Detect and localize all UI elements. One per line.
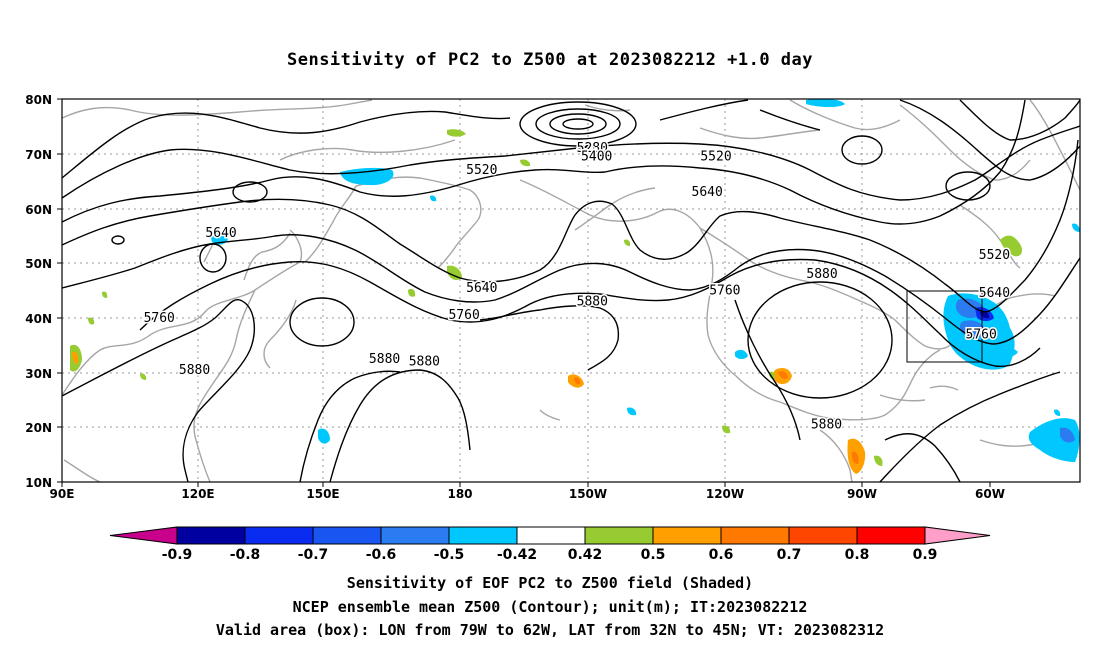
colorbar-swatch [516, 526, 586, 545]
colorbar-label: 0.8 [845, 547, 870, 563]
lon-label: 150W [569, 487, 607, 501]
latitude-labels: 80N 70N 60N 50N 40N 30N 20N 10N [25, 93, 52, 490]
contour-label: 5760 [709, 284, 740, 299]
valid-area-box [906, 290, 983, 363]
lon-label: 120W [706, 487, 744, 501]
contour-label: 5520 [700, 149, 731, 164]
grid-lines [62, 99, 1080, 482]
contour-label: 5880 [577, 294, 608, 309]
colorbar-swatch [856, 526, 926, 545]
contour-label: 5520 [979, 248, 1010, 263]
contour-label: 5640 [692, 185, 723, 200]
lon-label: 120E [181, 487, 214, 501]
colorbar-swatch [448, 526, 518, 545]
map-frame [61, 98, 1081, 483]
colorbar-label: -0.42 [497, 547, 537, 563]
colorbar-label: -0.9 [162, 547, 193, 563]
lon-label: 180 [447, 487, 472, 501]
contour-label: 5280 [577, 141, 608, 156]
lat-label: 20N [25, 421, 52, 435]
colorbar: -0.9 -0.8 -0.7 -0.6 -0.5 -0.42 0.42 0.5 0.6 0.7 0.… [109, 526, 991, 563]
contour-label: 5760 [144, 311, 175, 326]
contour-label: 5760 [448, 308, 479, 323]
contour-label: 5880 [806, 267, 837, 282]
contour-label: 5400 [581, 149, 612, 164]
colorbar-low-arrow [109, 526, 178, 545]
lon-label: 90W [847, 487, 877, 501]
colorbar-label: -0.5 [434, 547, 465, 563]
colorbar-swatch [584, 526, 654, 545]
contour-label: 5880 [409, 355, 440, 370]
lat-label: 40N [25, 312, 52, 326]
contour-label: 5880 [369, 352, 400, 367]
contour-label: 5640 [979, 286, 1010, 301]
footer-line-3: Valid area (box): LON from 79W to 62W, L… [215, 621, 885, 639]
z500-contours [62, 99, 1080, 482]
map-title: Sensitivity of PC2 to Z500 at 2023082212… [286, 50, 813, 70]
footer-line-2: NCEP ensemble mean Z500 (Contour); unit(… [292, 598, 808, 616]
colorbar-swatch [312, 526, 382, 545]
colorbar-label: -0.8 [230, 547, 261, 563]
contour-label: 5880 [179, 363, 210, 378]
lat-label: 50N [25, 257, 52, 271]
contour-label: 5760 [966, 327, 997, 342]
contour-label: 5640 [205, 226, 236, 241]
lat-label: 10N [25, 476, 52, 490]
colorbar-swatch [720, 526, 790, 545]
contour-label: 5520 [466, 163, 497, 178]
tick-marks [57, 98, 991, 487]
colorbar-label: 0.6 [709, 547, 734, 563]
colorbar-label: 0.5 [641, 547, 666, 563]
footer-line-1: Sensitivity of EOF PC2 to Z500 field (Sh… [346, 574, 754, 592]
lat-label: 30N [25, 367, 52, 381]
lon-label: 60W [975, 487, 1005, 501]
colorbar-label: 0.7 [777, 547, 802, 563]
colorbar-swatch [788, 526, 858, 545]
contour-label: 5640 [466, 281, 497, 296]
colorbar-high-arrow [924, 526, 991, 545]
longitude-labels: 90E 120E 150E 180 150W 120W 90W 60W [50, 487, 1005, 501]
colorbar-label: -0.6 [366, 547, 397, 563]
lon-label: 90E [50, 487, 75, 501]
lon-label: 150E [306, 487, 339, 501]
colorbar-swatch [380, 526, 450, 545]
colorbar-label: 0.42 [568, 547, 603, 563]
map-area [62, 99, 1080, 482]
lat-label: 70N [25, 148, 52, 162]
sensitivity-shading [70, 99, 1080, 474]
colorbar-label: -0.7 [298, 547, 329, 563]
contour-label: 5880 [811, 418, 842, 433]
colorbar-swatch [244, 526, 314, 545]
lat-label: 80N [25, 93, 52, 107]
lat-label: 60N [25, 203, 52, 217]
colorbar-swatch [652, 526, 722, 545]
colorbar-label: 0.9 [913, 547, 938, 563]
colorbar-swatch [176, 526, 246, 545]
